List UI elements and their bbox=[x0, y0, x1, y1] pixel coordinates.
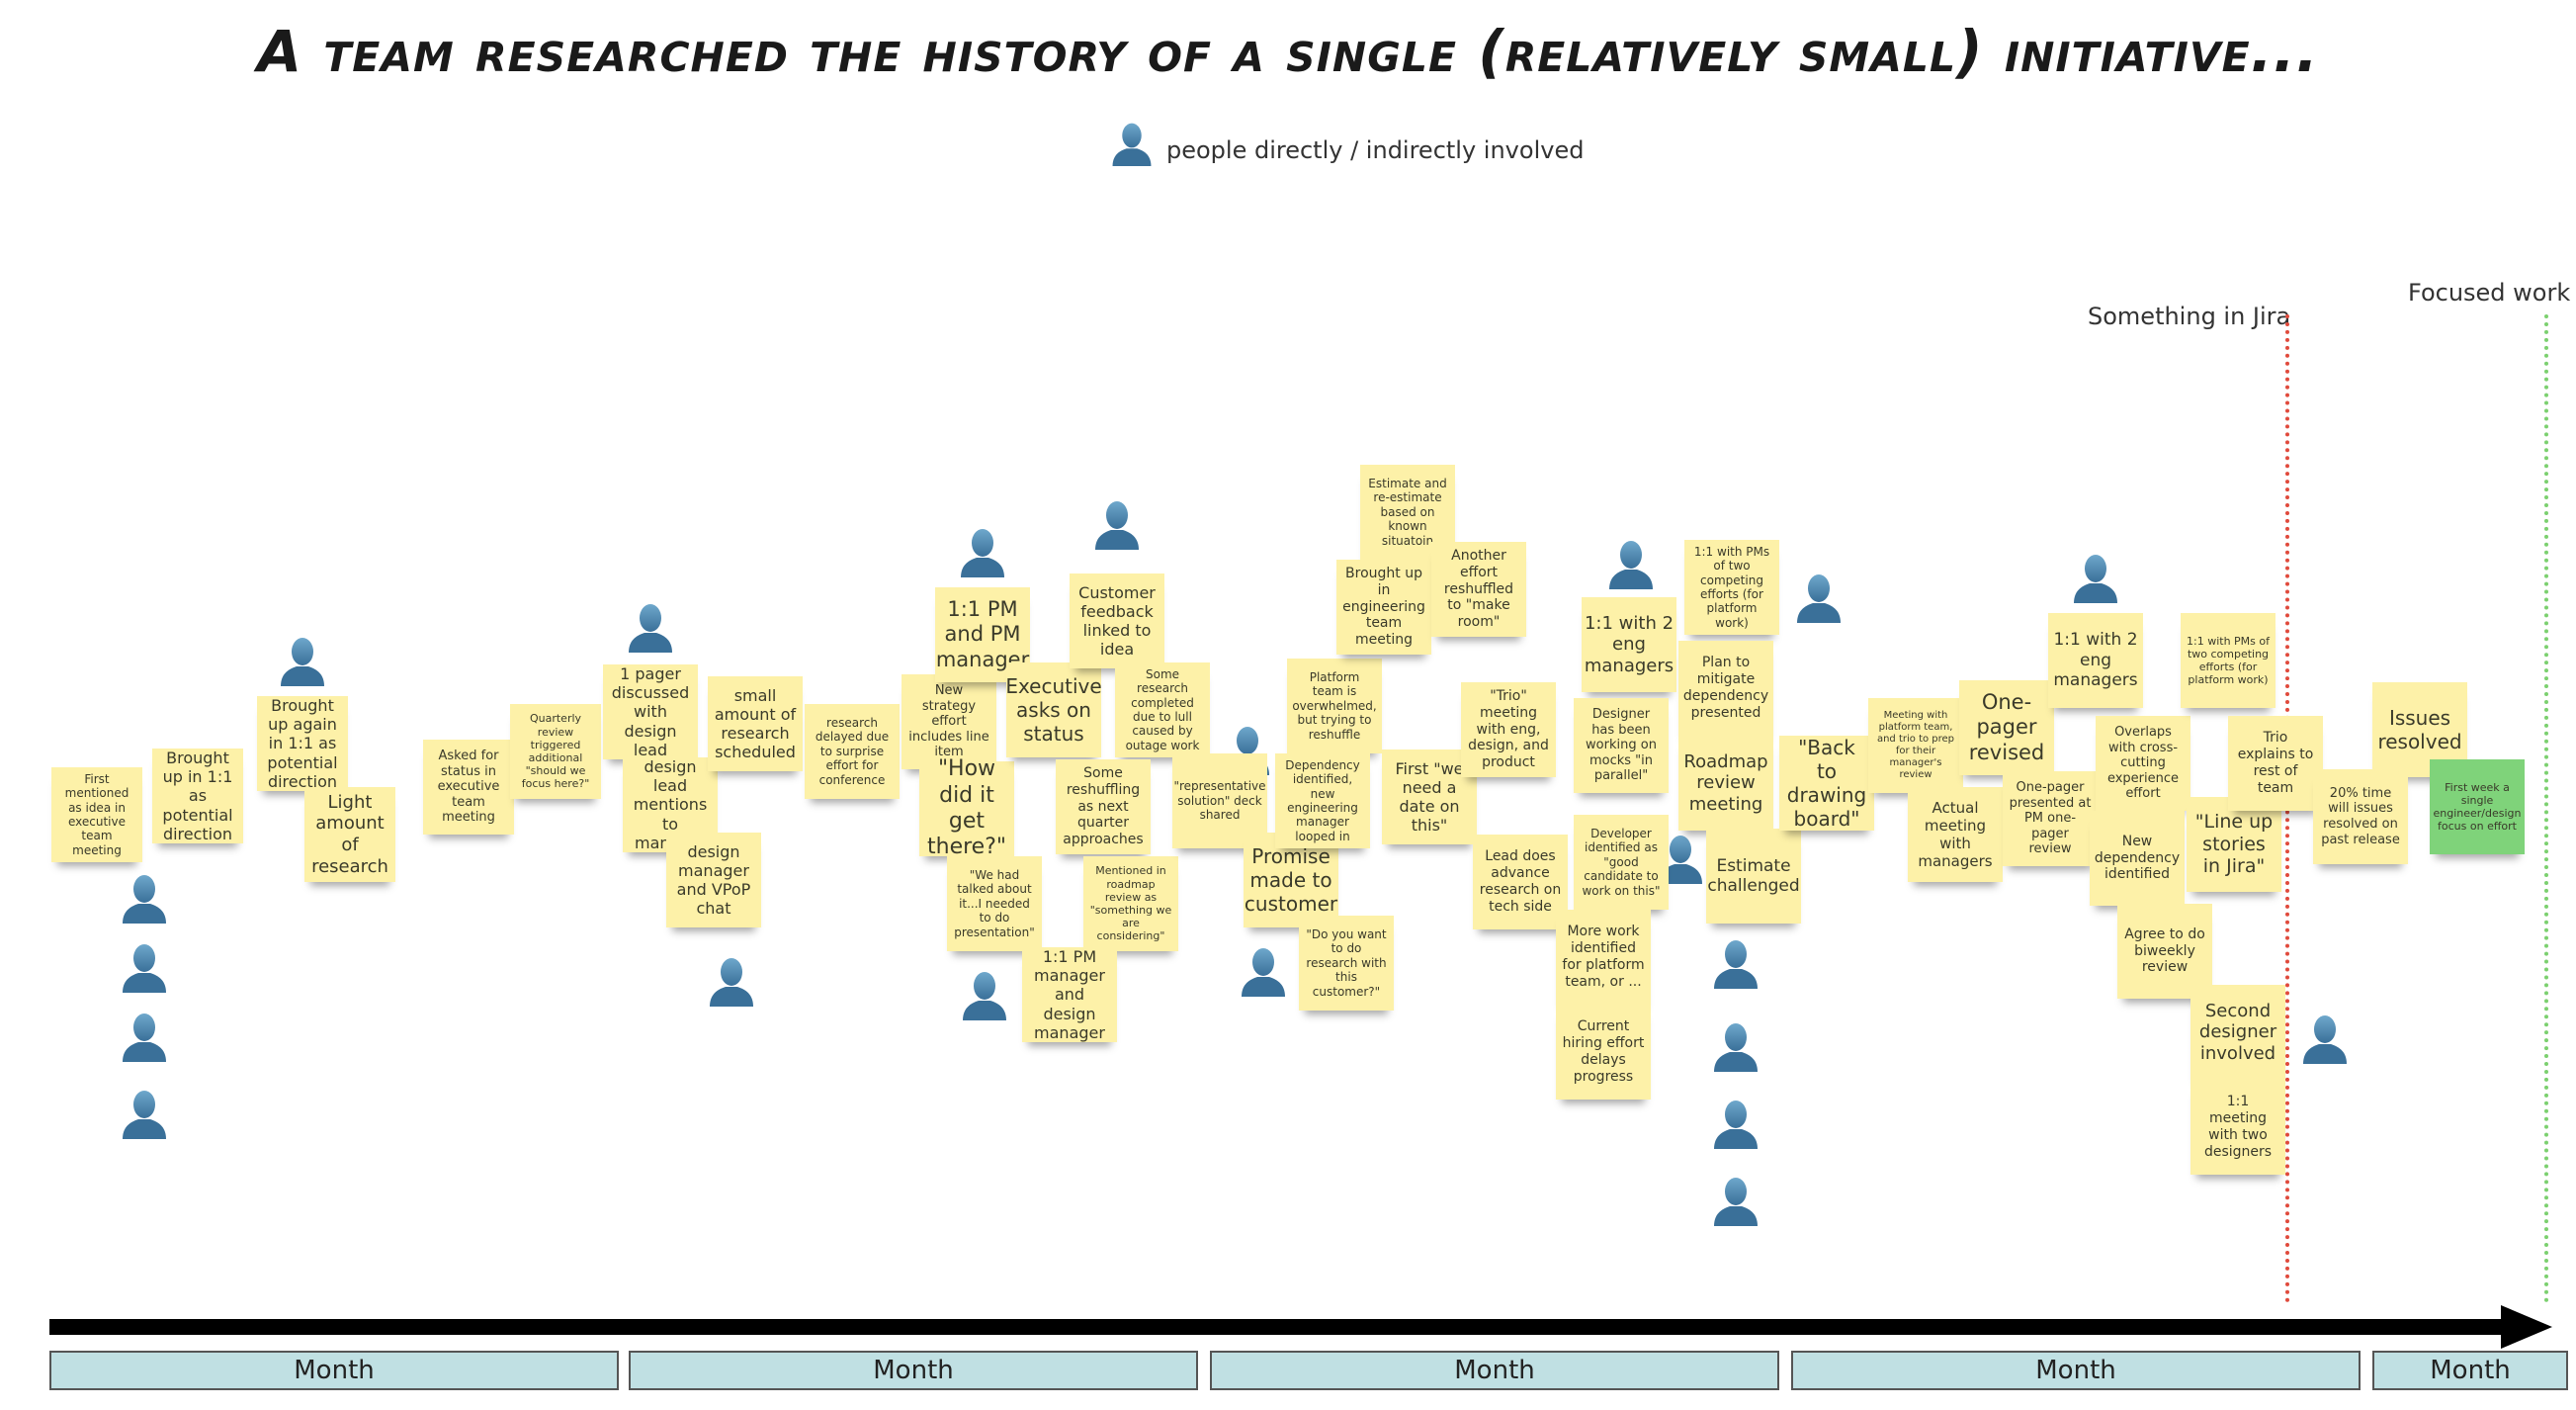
sticky-note[interactable]: Some reshuffling as next quarter approac… bbox=[1056, 759, 1151, 854]
month-bar: Month bbox=[1210, 1351, 1779, 1390]
sticky-note[interactable]: "Do you want to do research with this cu… bbox=[1299, 916, 1394, 1011]
sticky-note[interactable]: Some research completed due to lull caus… bbox=[1115, 662, 1210, 757]
sticky-note[interactable]: 1:1 PM and PM manager bbox=[935, 587, 1030, 682]
marker-label-focused: Focused work bbox=[2408, 279, 2571, 307]
person-icon bbox=[706, 955, 757, 1007]
sticky-note[interactable]: Agree to do biweekly review bbox=[2117, 904, 2212, 999]
sticky-note[interactable]: Another effort reshuffled to "make room" bbox=[1431, 542, 1526, 637]
sticky-note[interactable]: 20% time will issues resolved on past re… bbox=[2313, 769, 2408, 864]
person-icon bbox=[119, 941, 170, 993]
sticky-note[interactable]: New strategy effort includes line item bbox=[902, 674, 996, 769]
sticky-note[interactable]: 1:1 meeting with two designers bbox=[2190, 1080, 2285, 1175]
sticky-note[interactable]: "Trio" meeting with eng, design, and pro… bbox=[1461, 682, 1556, 777]
sticky-note[interactable]: Actual meeting with managers bbox=[1908, 787, 2003, 882]
sticky-note[interactable]: 1:1 with 2 eng managers bbox=[2048, 613, 2143, 708]
sticky-note[interactable]: "Line up stories in Jira" bbox=[2187, 797, 2281, 892]
sticky-note[interactable]: Trio explains to rest of team bbox=[2228, 716, 2323, 811]
person-icon bbox=[277, 635, 328, 686]
sticky-note[interactable]: Plan to mitigate dependency presented bbox=[1678, 641, 1773, 736]
focus-marker-line bbox=[2544, 314, 2548, 1303]
month-bar: Month bbox=[1791, 1351, 2361, 1390]
person-icon bbox=[2070, 552, 2121, 603]
sticky-note[interactable]: Asked for status in executive team meeti… bbox=[423, 740, 514, 835]
sticky-note[interactable]: Lead does advance research on tech side bbox=[1473, 835, 1568, 929]
person-icon bbox=[1091, 498, 1143, 550]
sticky-note-highlight[interactable]: First week a single engineer/design focu… bbox=[2430, 759, 2525, 854]
sticky-note[interactable]: One-pager revised bbox=[1959, 680, 2054, 775]
sticky-note[interactable]: Second designer involved bbox=[2190, 985, 2285, 1080]
sticky-note[interactable]: 1:1 PM manager and design manager bbox=[1022, 947, 1117, 1042]
sticky-note[interactable]: Designer has been working on mocks "in p… bbox=[1574, 698, 1669, 793]
sticky-note[interactable]: Roadmap review meeting bbox=[1678, 736, 1773, 831]
sticky-note[interactable]: "How did it get there?" bbox=[919, 756, 1014, 859]
sticky-note[interactable]: "Back to drawing board" bbox=[1779, 736, 1874, 831]
sticky-note[interactable]: Mentioned in roadmap review as "somethin… bbox=[1083, 856, 1178, 951]
person-icon bbox=[2299, 1013, 2351, 1064]
page-title: A team researched the history of a singl… bbox=[257, 18, 2319, 85]
sticky-note[interactable]: Developer identified as "good candidate … bbox=[1574, 815, 1669, 910]
sticky-note[interactable]: One-pager presented at PM one-pager revi… bbox=[2003, 771, 2098, 866]
person-icon bbox=[1238, 945, 1289, 997]
sticky-note[interactable]: Brought up again in 1:1 as potential dir… bbox=[257, 696, 348, 791]
person-icon bbox=[119, 1088, 170, 1139]
sticky-note[interactable]: Meeting with platform team, and trio to … bbox=[1868, 698, 1963, 793]
sticky-note[interactable]: 1 pager discussed with design lead bbox=[603, 664, 698, 759]
marker-label-jira: Something in Jira bbox=[2088, 303, 2291, 330]
legend: people directly / indirectly involved bbox=[1109, 119, 1584, 168]
person-icon bbox=[1605, 538, 1657, 589]
sticky-note[interactable]: New dependency identified bbox=[2090, 811, 2185, 906]
sticky-note[interactable]: Dependency identified, new engineering m… bbox=[1275, 753, 1370, 848]
month-bar: Month bbox=[2372, 1351, 2568, 1390]
sticky-note[interactable]: Quarterly review triggered additional "s… bbox=[510, 704, 601, 799]
sticky-note[interactable]: research delayed due to surprise effort … bbox=[805, 704, 900, 799]
sticky-note[interactable]: More work identified for platform team, … bbox=[1556, 910, 1651, 1005]
sticky-note[interactable]: 1:1 with PMs of two competing efforts (f… bbox=[1684, 540, 1779, 635]
sticky-note[interactable]: design manager and VPoP chat bbox=[666, 833, 761, 927]
arrowhead-icon bbox=[2501, 1305, 2552, 1349]
sticky-note[interactable]: 1:1 with PMs of two competing efforts (f… bbox=[2181, 613, 2275, 708]
sticky-note[interactable]: Estimate challenged bbox=[1706, 829, 1801, 924]
legend-label: people directly / indirectly involved bbox=[1166, 136, 1585, 164]
sticky-note[interactable]: First mentioned as idea in executive tea… bbox=[51, 767, 142, 862]
sticky-note[interactable]: 1:1 with 2 eng managers bbox=[1582, 597, 1676, 692]
person-icon bbox=[957, 526, 1008, 577]
sticky-note[interactable]: Executive asks on status bbox=[1005, 662, 1102, 757]
person-icon bbox=[625, 601, 676, 653]
sticky-note[interactable]: Platform team is overwhelmed, but trying… bbox=[1287, 659, 1382, 753]
person-icon bbox=[1710, 1175, 1761, 1226]
person-icon bbox=[959, 969, 1010, 1020]
person-icon bbox=[119, 872, 170, 924]
person-icon bbox=[119, 1011, 170, 1062]
person-icon bbox=[1710, 1098, 1761, 1149]
sticky-note[interactable]: Light amount of research bbox=[304, 787, 395, 882]
sticky-note[interactable]: Overlaps with cross-cutting experience e… bbox=[2096, 716, 2190, 811]
sticky-note[interactable]: Current hiring effort delays progress bbox=[1556, 1005, 1651, 1100]
sticky-note[interactable]: small amount of research scheduled bbox=[708, 676, 803, 771]
person-icon bbox=[1710, 937, 1761, 989]
sticky-note[interactable]: Promise made to customer bbox=[1244, 833, 1338, 927]
sticky-note[interactable]: Customer feedback linked to idea bbox=[1070, 573, 1164, 668]
person-icon bbox=[1710, 1020, 1761, 1072]
person-icon bbox=[1109, 119, 1155, 168]
month-bar: Month bbox=[49, 1351, 619, 1390]
sticky-note[interactable]: "We had talked about it...I needed to do… bbox=[947, 856, 1042, 951]
month-bar: Month bbox=[629, 1351, 1198, 1390]
sticky-note[interactable]: Brought up in 1:1 as potential direction bbox=[152, 749, 243, 843]
sticky-note[interactable]: Brought up in engineering team meeting bbox=[1336, 560, 1431, 655]
person-icon bbox=[1793, 572, 1845, 623]
timeline-arrow bbox=[49, 1319, 2501, 1335]
